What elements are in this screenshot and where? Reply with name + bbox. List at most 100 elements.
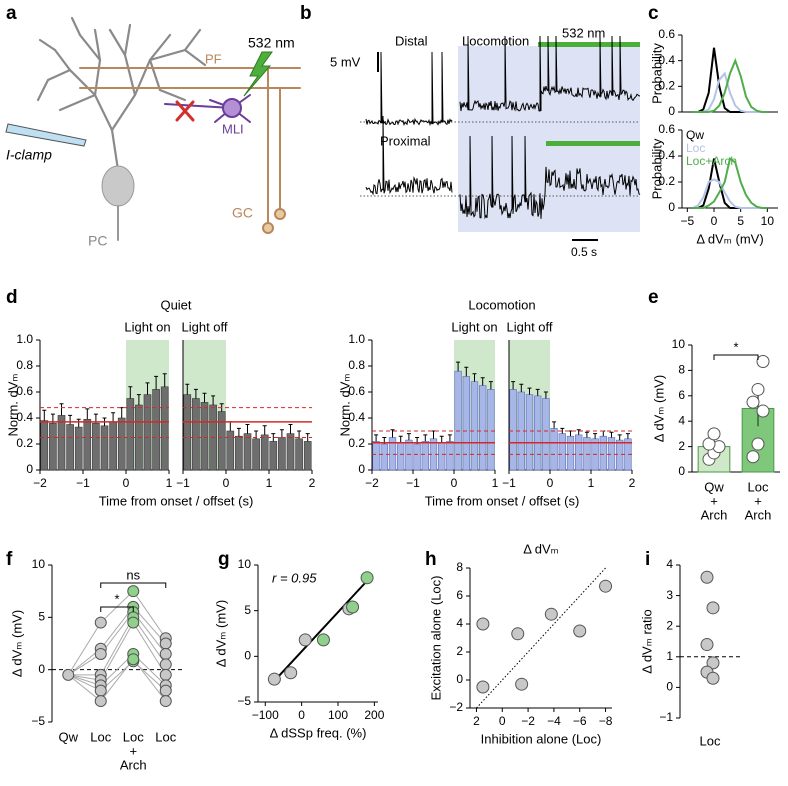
error-bar — [601, 430, 606, 437]
x-tick-label: −2 — [365, 476, 379, 490]
y-tick-label: 5 — [244, 603, 251, 617]
significance-bracket — [100, 606, 134, 612]
significance-label: ns — [126, 567, 140, 582]
data-point — [706, 656, 720, 670]
y-tick-label: 10 — [672, 337, 686, 351]
significance-bracket — [713, 354, 759, 360]
x-tick-label: −1 — [502, 476, 516, 490]
category-label: Arch — [701, 507, 728, 522]
bar — [558, 433, 566, 471]
significance-label: * — [733, 339, 738, 354]
chart-title: Locomotion — [468, 297, 535, 312]
chart-title: Quiet — [160, 297, 191, 312]
bar — [303, 441, 312, 471]
error-bar — [111, 412, 116, 422]
bar — [616, 439, 624, 471]
pair-line — [67, 653, 102, 676]
distribution-line — [692, 47, 768, 113]
pair-line — [132, 658, 167, 702]
error-bar — [398, 435, 403, 443]
bar — [126, 398, 135, 471]
x-tick-label: 0 — [711, 214, 718, 228]
error-bar — [85, 408, 90, 420]
x-axis-label: Inhibition alone (Loc) — [481, 731, 602, 746]
data-point — [159, 668, 172, 681]
trace — [459, 35, 640, 112]
y-tick-label: 0.6 — [658, 27, 675, 41]
error-bar — [519, 383, 524, 392]
x-tick-label: −2 — [33, 476, 47, 490]
shade-label: Light off — [181, 319, 227, 334]
bar — [100, 425, 109, 471]
y-tick-label: 5 — [38, 610, 45, 624]
y-tick-label: 0.6 — [16, 384, 33, 398]
scale-label: 5 mV — [330, 54, 361, 69]
panel-label: b — [300, 3, 312, 24]
bar — [446, 441, 454, 471]
chart-title: Δ dVₘ — [523, 541, 559, 556]
bar — [160, 386, 169, 471]
pipette — [5, 123, 87, 147]
pair-line — [67, 622, 102, 676]
y-tick-label: 0 — [38, 662, 45, 676]
category-label: + — [710, 493, 718, 508]
y-tick-label: −2 — [449, 700, 463, 714]
bar — [83, 418, 92, 471]
category-label: Arch — [745, 507, 772, 522]
pair-line — [132, 590, 167, 639]
pf-label: PF — [205, 51, 222, 66]
bar — [295, 438, 303, 471]
voltage-traces — [365, 35, 641, 220]
trace-label: Proximal — [380, 133, 431, 148]
y-tick-label: 0 — [456, 672, 463, 686]
x-tick-label: 5 — [737, 214, 744, 228]
laser-bolt — [243, 51, 273, 97]
data-point — [511, 627, 525, 641]
bar — [372, 441, 380, 471]
category-label: Loc — [700, 733, 721, 748]
distribution-line — [692, 156, 768, 209]
data-point — [707, 427, 721, 441]
x-tick-label: 1 — [266, 476, 273, 490]
y-tick-label: 0 — [244, 649, 251, 663]
bar — [405, 439, 413, 471]
data-point — [94, 684, 107, 697]
bar — [143, 394, 152, 471]
error-bar — [59, 403, 64, 416]
error-bar — [390, 429, 395, 438]
bar — [66, 424, 74, 471]
panel-label: c — [648, 3, 659, 24]
x-tick-label: −8 — [599, 714, 613, 728]
error-bar — [128, 386, 133, 399]
error-bar — [279, 429, 284, 438]
bar — [286, 433, 295, 471]
x-tick-label: −1 — [76, 476, 90, 490]
trace — [459, 135, 641, 220]
error-bar — [136, 394, 141, 405]
panel-label: d — [6, 287, 18, 308]
y-axis-label: Δ dVₘ (mV) — [213, 600, 228, 667]
reference-line — [476, 567, 606, 709]
mli-label: MLI — [222, 121, 244, 136]
bar — [278, 437, 286, 471]
panel-label: f — [6, 549, 13, 570]
category-label: Loc — [155, 729, 176, 744]
bar — [421, 441, 429, 471]
shade-label: Light on — [451, 319, 497, 334]
x-tick-label: −4 — [547, 714, 561, 728]
y-tick-label: 0.6 — [348, 384, 365, 398]
error-bar — [76, 418, 81, 428]
y-tick-label: 10 — [32, 557, 46, 571]
error-bar — [464, 366, 469, 377]
error-bar — [447, 434, 452, 442]
error-bar — [145, 382, 150, 395]
category-label: Loc — [123, 729, 144, 744]
data-point — [702, 437, 716, 451]
bar — [183, 394, 192, 471]
bar — [57, 415, 66, 471]
y-axis-label: Norm. dVₘ — [5, 373, 20, 436]
trace — [365, 115, 453, 196]
panel-label: a — [6, 3, 17, 24]
bar — [217, 411, 226, 471]
y-tick-label: 4 — [666, 557, 673, 571]
